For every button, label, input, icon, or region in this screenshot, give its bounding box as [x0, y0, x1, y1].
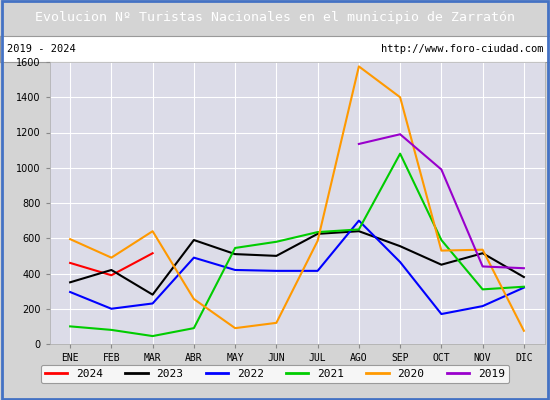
- Text: Evolucion Nº Turistas Nacionales en el municipio de Zarratón: Evolucion Nº Turistas Nacionales en el m…: [35, 12, 515, 24]
- Legend: 2024, 2023, 2022, 2021, 2020, 2019: 2024, 2023, 2022, 2021, 2020, 2019: [41, 364, 509, 384]
- Text: http://www.foro-ciudad.com: http://www.foro-ciudad.com: [381, 44, 543, 54]
- Text: 2019 - 2024: 2019 - 2024: [7, 44, 75, 54]
